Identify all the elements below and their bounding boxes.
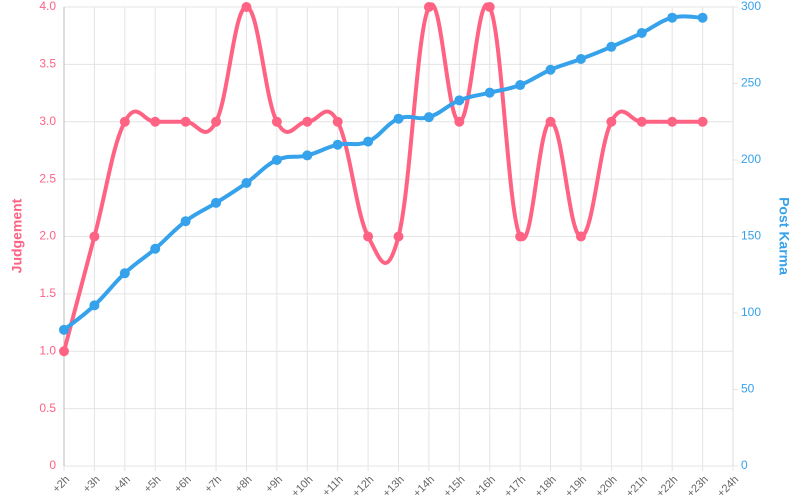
data-point: [89, 231, 100, 242]
x-tick-label: +5h: [142, 474, 164, 496]
data-point: [393, 231, 404, 242]
x-tick-label: +2h: [50, 474, 72, 496]
y-tick-label: 2.0: [39, 229, 56, 243]
data-point: [697, 12, 708, 23]
x-tick-label: +10h: [289, 474, 315, 500]
data-point: [393, 113, 404, 124]
y-tick-label: 2.5: [39, 171, 56, 185]
data-point: [515, 231, 526, 242]
y-tick-label: 4.0: [39, 0, 56, 13]
data-point: [302, 116, 313, 127]
data-point: [302, 150, 313, 161]
x-tick-label: +23h: [685, 474, 711, 500]
y2-tick-label: 250: [741, 76, 761, 90]
x-tick-label: +6h: [172, 474, 194, 496]
data-point: [484, 2, 495, 12]
data-point: [119, 116, 130, 127]
x-tick-label: +3h: [81, 474, 103, 496]
x-tick-label: +7h: [203, 474, 225, 496]
x-tick-label: +19h: [563, 474, 589, 500]
data-point: [636, 28, 647, 39]
data-point: [636, 116, 647, 127]
y-tick-label: 3.0: [39, 114, 56, 128]
x-tick-label: +21h: [624, 474, 650, 500]
data-point: [545, 116, 556, 127]
data-point: [119, 268, 130, 279]
data-point: [667, 116, 678, 127]
x-tick-label: +8h: [233, 474, 255, 496]
y-axis-title: Judgement: [9, 198, 25, 273]
data-point: [484, 87, 495, 98]
x-tick-label: +15h: [441, 474, 467, 500]
y2-axis-title: Post Karma: [776, 197, 792, 275]
y2-tick-label: 150: [741, 229, 761, 243]
x-tick-label: +16h: [472, 474, 498, 500]
data-point: [271, 155, 282, 165]
data-point: [545, 64, 556, 75]
data-point: [180, 216, 191, 227]
y-tick-label: 0: [49, 458, 56, 472]
series-line: [62, 14, 703, 332]
data-point: [575, 231, 586, 242]
data-point: [271, 116, 282, 127]
data-point: [606, 116, 617, 127]
data-point: [59, 324, 69, 335]
data-point: [211, 116, 222, 127]
x-tick-label: +9h: [263, 474, 285, 496]
x-tick-label: +14h: [411, 474, 437, 500]
y2-tick-label: 200: [741, 152, 761, 166]
y-tick-label: 0.5: [39, 401, 56, 415]
y-tick-label: 1.5: [39, 286, 56, 300]
data-point: [59, 346, 69, 357]
data-point: [211, 197, 222, 208]
x-tick-label: +4h: [111, 474, 133, 496]
data-point: [89, 300, 100, 311]
data-point: [180, 116, 191, 127]
y2-tick-label: 300: [741, 0, 761, 13]
x-tick-label: +13h: [381, 474, 407, 500]
data-point: [606, 41, 617, 52]
x-tick-label: +22h: [654, 474, 680, 500]
data-point: [332, 116, 343, 127]
data-point: [515, 80, 526, 91]
y-tick-label: 1.0: [39, 343, 56, 357]
data-point: [363, 231, 374, 242]
x-tick-label: +12h: [350, 474, 376, 500]
data-point: [241, 177, 252, 188]
y2-tick-label: 50: [741, 382, 755, 396]
x-tick-label: +18h: [533, 474, 559, 500]
x-tick-label: +20h: [594, 474, 620, 500]
y2-tick-label: 0: [741, 458, 748, 472]
data-point: [697, 116, 708, 127]
data-point: [454, 95, 465, 106]
data-point: [575, 54, 586, 65]
y2-tick-label: 100: [741, 305, 761, 319]
data-point: [241, 2, 252, 12]
data-point: [667, 12, 678, 23]
data-point: [454, 116, 465, 127]
data-point: [332, 139, 343, 150]
data-point: [423, 112, 434, 123]
data-point: [150, 243, 161, 254]
data-point: [150, 116, 161, 127]
data-point: [423, 2, 434, 12]
x-tick-label: +11h: [320, 474, 345, 499]
y-tick-label: 3.5: [39, 57, 56, 71]
series-line: [62, 2, 703, 352]
data-point: [363, 136, 374, 147]
x-tick-label: +24h: [715, 474, 741, 500]
x-tick-label: +17h: [502, 474, 528, 500]
